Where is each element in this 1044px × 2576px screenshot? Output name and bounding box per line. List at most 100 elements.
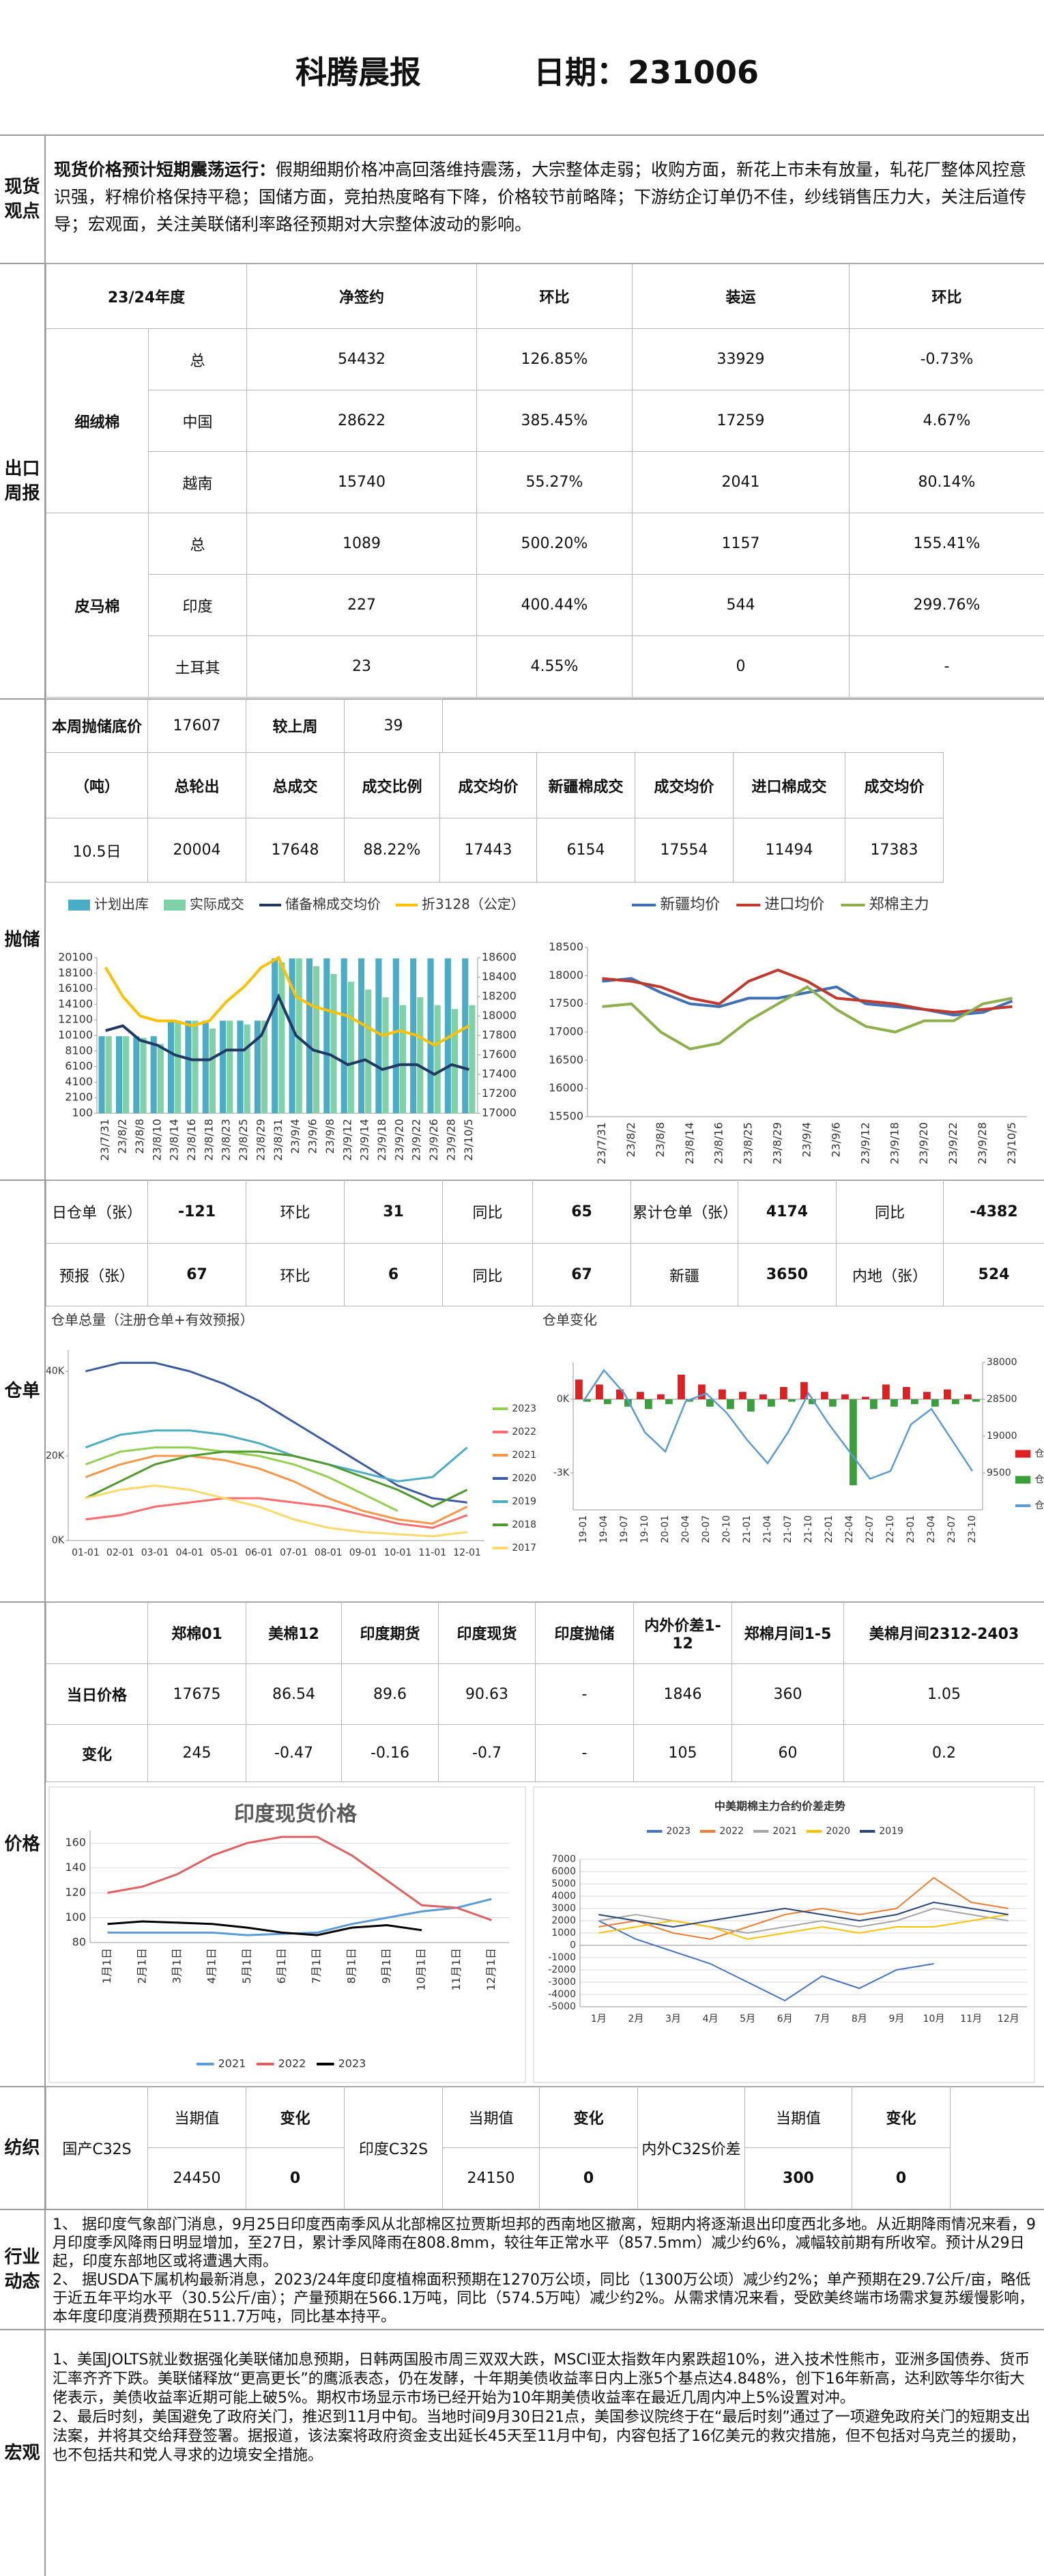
cell: 当期值 — [744, 2086, 852, 2148]
cell: 55.27% — [476, 451, 633, 513]
cell: 17554 — [635, 818, 734, 883]
cell: 变化 — [539, 2086, 638, 2148]
table-row: 土耳其 23 4.55% 0- — [46, 635, 1044, 698]
cell: 当期值 — [147, 2086, 246, 2148]
cell: 11494 — [733, 818, 845, 883]
table-row: 变化 245 -0.47 -0.16 -0.7-105 60 0.2 — [46, 1724, 1044, 1782]
cell: 360 — [731, 1663, 844, 1725]
cell — [950, 2086, 1044, 2209]
cell: 印度期货 — [341, 1601, 439, 1664]
industry-section: 行业动态 1、 据印度气象部门消息，9月25日印度西南季风从北部棉区拉贾斯坦邦的… — [0, 2209, 1044, 2329]
section-label: 纺织 — [0, 2087, 46, 2209]
cell: 同比 — [442, 1243, 533, 1306]
cell: 17648 — [246, 818, 345, 883]
cell: 10.5日 — [46, 818, 148, 883]
cell: 385.45% — [476, 390, 633, 452]
cell: 300 — [744, 2147, 852, 2209]
cell: 400.44% — [476, 574, 633, 636]
table-row: 23/24年度 净签约 环比 装运 环比 — [46, 263, 1044, 329]
cell — [46, 1601, 148, 1664]
cell: - — [849, 635, 1044, 698]
cell: 0 — [539, 2147, 638, 2209]
cell: 环比 — [246, 1243, 345, 1306]
textile-table: 国产C32S 当期值 变化 印度C32S 当期值 变化 内外C32S价差 当期值… — [46, 2086, 1044, 2209]
report-date: 日期：231006 — [534, 54, 759, 91]
cell: 净签约 — [246, 263, 477, 329]
cell: -0.47 — [246, 1724, 342, 1782]
cell: 23 — [246, 635, 477, 698]
spot-view-section: 现货观点 现货价格预计短期震荡运行：假期细期价格冲高回落维持震荡，大宗整体走弱；… — [0, 134, 1044, 263]
cell: 0 — [852, 2147, 951, 2209]
paragraph: 2、最后时刻，美国避免了政府关门，推迟到11月中旬。当地时间9月30日21点，美… — [53, 2409, 1030, 2464]
cell: 6 — [344, 1243, 443, 1306]
cell: 4.55% — [476, 635, 633, 698]
industry-text: 1、 据印度气象部门消息，9月25日印度西南季风从北部棉区拉贾斯坦邦的西南地区撤… — [46, 2216, 1044, 2326]
cell: 变化 — [246, 2086, 345, 2148]
cell: 60 — [731, 1724, 844, 1782]
cell: 4174 — [738, 1179, 837, 1244]
table-row: 预报（张） 67 环比 6 同比 67 新疆 3650 内地（张） 524 — [46, 1243, 1044, 1306]
cell: 总成交 — [246, 752, 345, 818]
cell: 24150 — [442, 2147, 540, 2209]
cell: 当日价格 — [46, 1663, 148, 1725]
cell: 美棉月间2312-2403 — [843, 1601, 1044, 1664]
cell: 15740 — [246, 451, 477, 513]
cell: 同比 — [442, 1179, 533, 1244]
cell: 17259 — [632, 390, 850, 452]
cell: -121 — [147, 1179, 246, 1244]
cell: 环比 — [476, 263, 633, 329]
cell: 4.67% — [849, 390, 1044, 452]
reserve-base-table: 本周抛储底价 17607 较上周 39 — [46, 698, 443, 753]
cell: 当期值 — [442, 2086, 540, 2148]
cell: 郑棉01 — [147, 1601, 246, 1664]
cell: 中国 — [148, 390, 247, 452]
cell: 0 — [246, 2147, 345, 2209]
cell: 17607 — [147, 698, 246, 753]
table-row: 皮马棉总 1089 500.20% 1157 155.41% — [46, 513, 1044, 698]
table-row: 细绒棉总 54432 126.85% 33929 -0.73% — [46, 328, 1044, 513]
cell: 本周抛储底价 — [46, 698, 148, 753]
cell: 90.63 — [438, 1663, 536, 1725]
cell: 成交均价 — [635, 752, 734, 818]
spot-view-lead: 现货价格预计短期震荡运行： — [54, 160, 276, 180]
cell: -0.73% — [849, 328, 1044, 390]
table-row: 印度 227 400.44% 544 299.76% — [46, 574, 1044, 636]
cell: 郑棉月间1-5 — [731, 1601, 844, 1664]
cell: 31 — [344, 1179, 443, 1244]
cell: 86.54 — [246, 1663, 342, 1725]
cell: 245 — [147, 1724, 246, 1782]
cell: 印度 — [148, 574, 247, 636]
cell: 227 — [246, 574, 477, 636]
table-row: 10.5日 20004 17648 88.22% 17443 6154 17554 11494… — [46, 818, 944, 883]
cell: 23/24年度 — [46, 263, 247, 329]
cell: 土耳其 — [148, 635, 247, 698]
section-label: 仓单 — [0, 1181, 46, 1601]
cell: 环比 — [246, 1179, 345, 1244]
cell: 299.76% — [849, 574, 1044, 636]
cell: 24450 — [147, 2147, 246, 2209]
reserve-section: 抛储 — [0, 698, 1044, 1179]
section-label: 抛储 — [0, 700, 46, 1179]
cell: 6154 — [536, 818, 635, 883]
cell: 国产C32S — [46, 2086, 148, 2209]
cell: 0 — [632, 635, 850, 698]
cell: 1157 — [632, 513, 850, 575]
cell: 日仓单（张） — [46, 1179, 148, 1244]
table-row: 越南 15740 55.27% 2041 80.14% — [46, 451, 1044, 513]
cell: 总 — [148, 328, 247, 390]
reserve-table: （吨） 总轮出 总成交 成交比例 成交均价 新疆棉成交 成交均价 进口棉成交 成交均价 10.5日… — [46, 752, 944, 883]
cell: 155.41% — [849, 513, 1044, 575]
cell: 67 — [147, 1243, 246, 1306]
cell: -0.16 — [341, 1724, 439, 1782]
price-table: 郑棉01 美棉12 印度期货 印度现货 印度抛储 内外价差1-12 郑棉月间1-5 美棉月间2… — [46, 1601, 1044, 1782]
cell: 524 — [943, 1243, 1044, 1306]
cell: 17675 — [147, 1663, 246, 1725]
cell: 较上周 — [246, 698, 345, 753]
cell: 新疆棉成交 — [536, 752, 635, 818]
table-row: 日仓单（张） -121 环比 31 同比 65 累计仓单（张） 4174 同比 -4382 — [46, 1179, 1044, 1244]
cell: 总轮出 — [147, 752, 246, 818]
report-title: 科腾晨报 — [295, 54, 421, 91]
cell: 20004 — [147, 818, 246, 883]
cell: 39 — [344, 698, 443, 753]
